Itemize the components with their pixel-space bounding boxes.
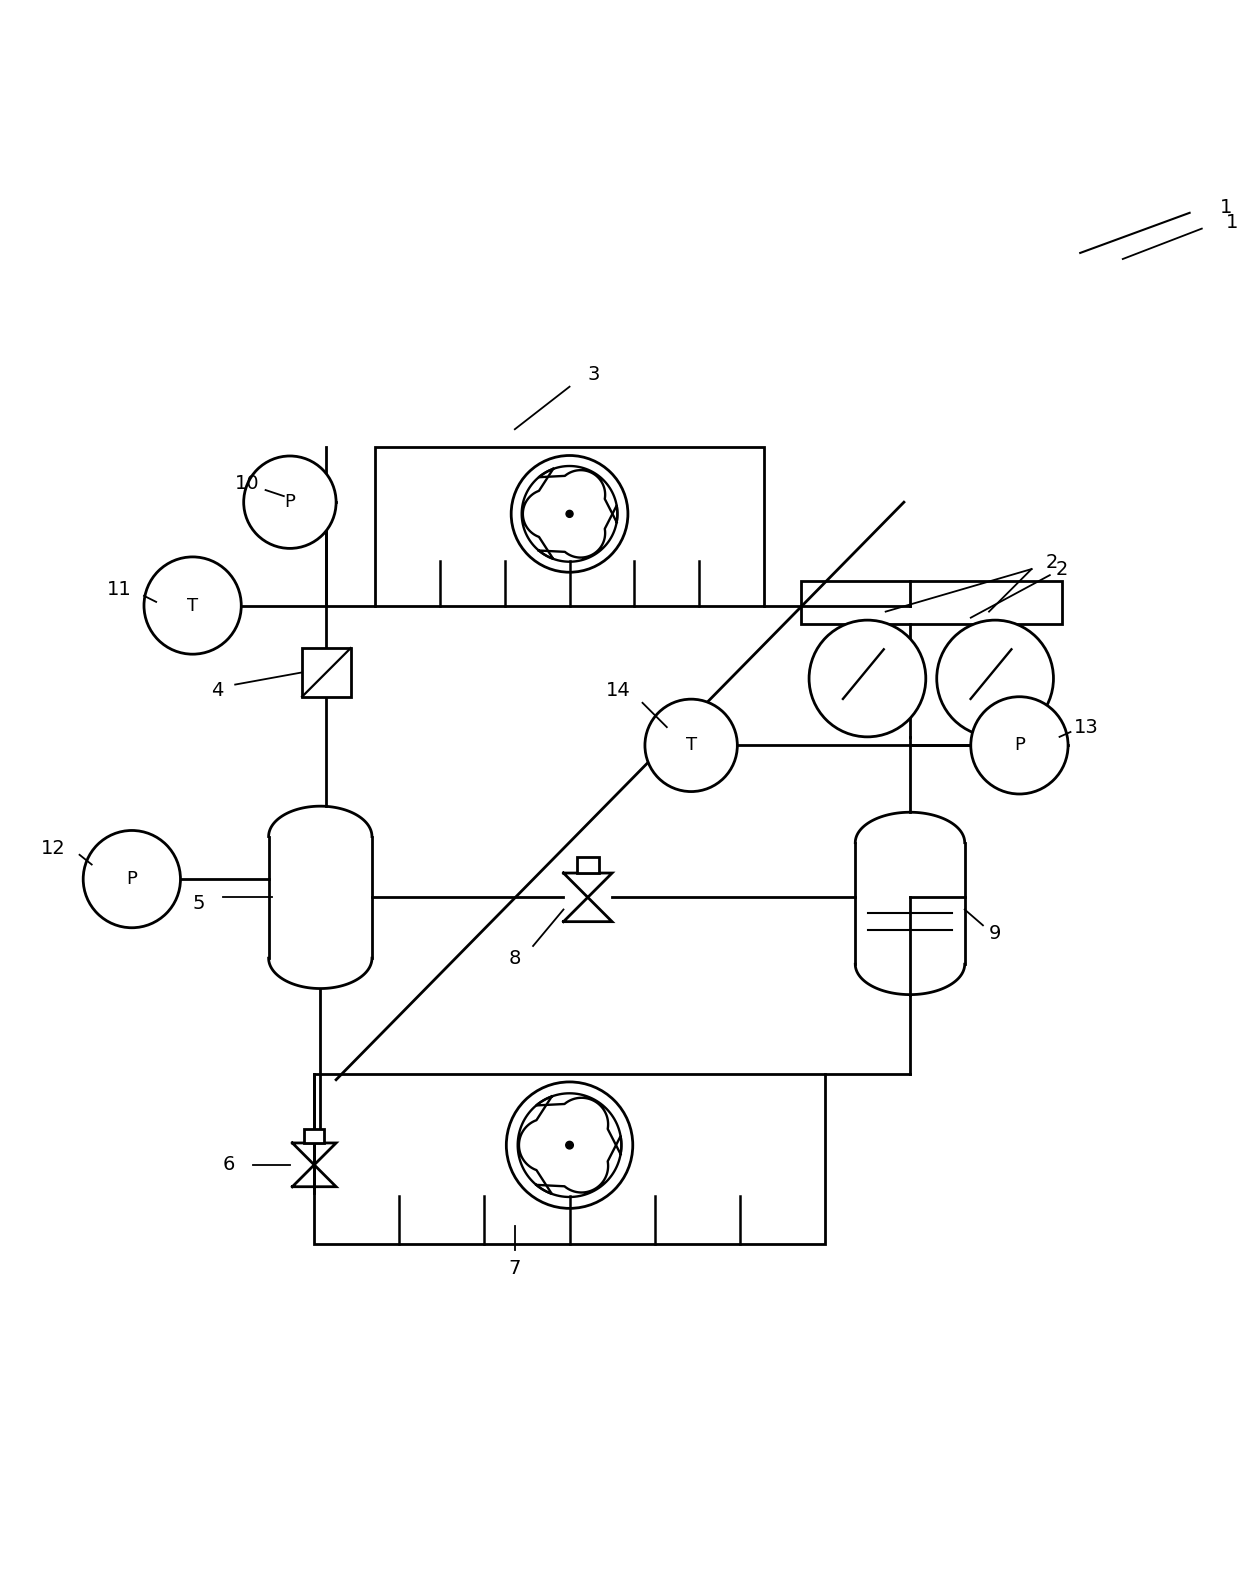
Text: 1: 1 bbox=[1220, 198, 1233, 218]
Text: 2: 2 bbox=[1055, 559, 1068, 578]
Text: 2: 2 bbox=[1047, 554, 1059, 573]
Bar bbox=[304, 1129, 324, 1143]
Text: 3: 3 bbox=[588, 365, 600, 384]
Text: P: P bbox=[126, 870, 138, 888]
Text: 12: 12 bbox=[41, 838, 66, 858]
Text: P: P bbox=[284, 494, 295, 511]
Text: 7: 7 bbox=[508, 1259, 521, 1278]
Text: 14: 14 bbox=[606, 681, 631, 700]
Text: 9: 9 bbox=[990, 924, 1001, 943]
Circle shape bbox=[565, 510, 573, 518]
Bar bbox=[577, 858, 599, 873]
Text: T: T bbox=[686, 737, 697, 754]
Text: T: T bbox=[187, 597, 198, 615]
Text: 10: 10 bbox=[236, 475, 259, 494]
Text: 13: 13 bbox=[1074, 718, 1099, 737]
Text: 6: 6 bbox=[223, 1156, 236, 1175]
Bar bbox=[303, 648, 351, 697]
Text: 4: 4 bbox=[211, 681, 223, 700]
Circle shape bbox=[936, 621, 1054, 737]
Bar bbox=[374, 448, 764, 605]
Text: 8: 8 bbox=[508, 948, 521, 967]
Text: P: P bbox=[1014, 737, 1024, 754]
Text: 1: 1 bbox=[1226, 213, 1239, 232]
Circle shape bbox=[808, 621, 926, 737]
Circle shape bbox=[565, 1142, 573, 1150]
Text: 5: 5 bbox=[192, 894, 205, 913]
Bar bbox=[314, 1073, 825, 1243]
Bar bbox=[801, 581, 1061, 624]
Circle shape bbox=[971, 697, 1068, 794]
Text: 11: 11 bbox=[108, 580, 131, 599]
Circle shape bbox=[83, 831, 181, 927]
Circle shape bbox=[244, 456, 336, 548]
Circle shape bbox=[645, 699, 738, 791]
Circle shape bbox=[144, 557, 242, 654]
